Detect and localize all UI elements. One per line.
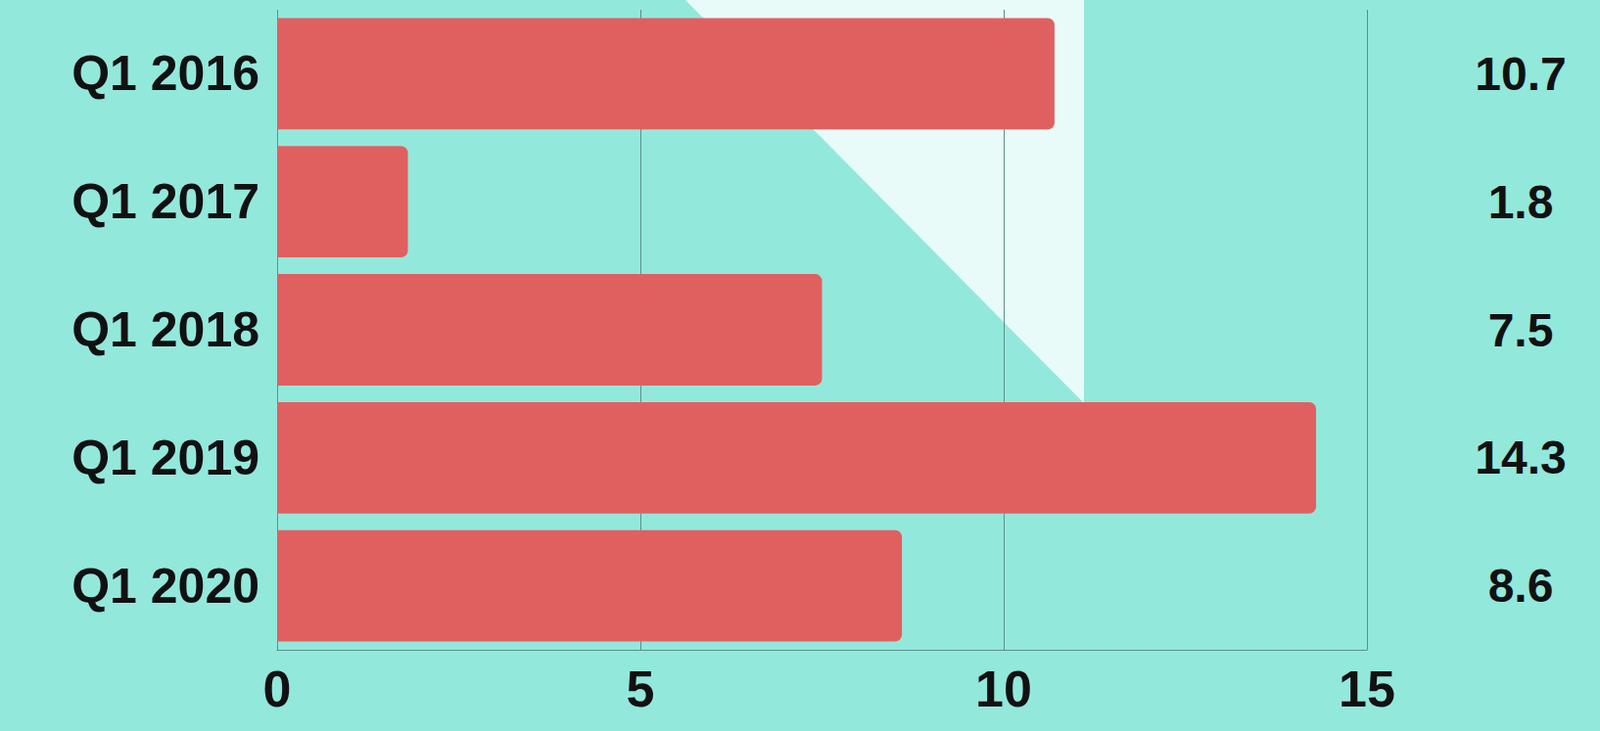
svg-text:7.5: 7.5 [1488, 304, 1554, 357]
svg-text:15: 15 [1338, 660, 1396, 718]
svg-text:Q1 2018: Q1 2018 [71, 302, 260, 358]
svg-text:5: 5 [626, 660, 656, 718]
svg-text:1.8: 1.8 [1488, 176, 1554, 229]
svg-text:Q1 2016: Q1 2016 [71, 46, 260, 101]
svg-text:10: 10 [975, 660, 1033, 718]
svg-text:Q1 2019: Q1 2019 [71, 430, 260, 486]
svg-text:14.3: 14.3 [1474, 431, 1566, 484]
svg-text:Q1 2017: Q1 2017 [71, 174, 260, 230]
svg-text:0: 0 [263, 660, 292, 718]
svg-text:8.6: 8.6 [1488, 560, 1554, 612]
svg-text:Q1 2020: Q1 2020 [71, 559, 260, 614]
svg-text:10.7: 10.7 [1474, 47, 1566, 100]
